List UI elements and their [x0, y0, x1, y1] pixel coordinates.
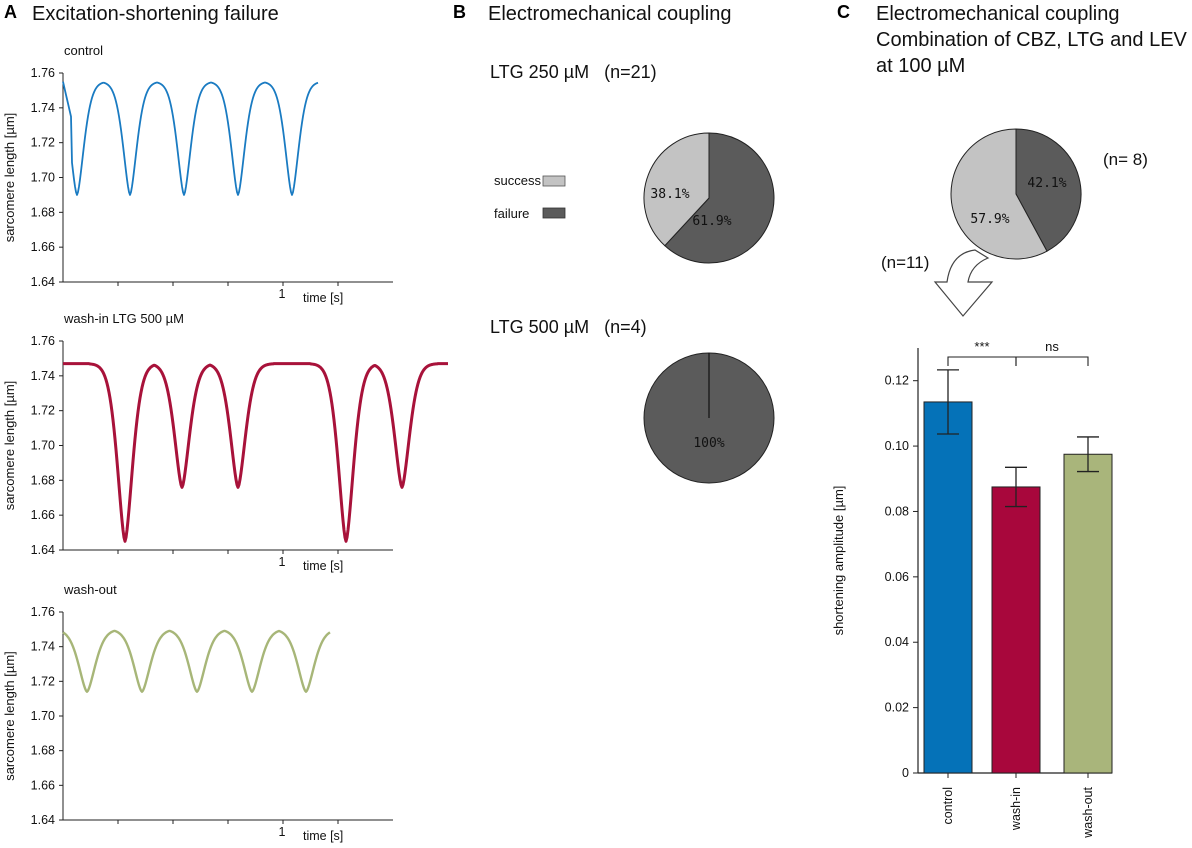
bar-y-tick-label: 0.08: [885, 504, 909, 518]
pie-ltg-500: 100%: [643, 352, 775, 484]
trace-line: [62, 629, 331, 693]
pie-slice-label-failure: 61.9%: [692, 214, 731, 229]
panel-a-title: Excitation-shortening failure: [32, 3, 279, 25]
bar-y-tick-label: 0: [902, 766, 909, 780]
pie-slice-success: [643, 132, 710, 247]
bar-y-tick-label: 0.10: [885, 439, 909, 453]
x-axis-label: time [s]: [303, 559, 343, 573]
pie-combination: 57.9% 42.1%: [950, 128, 1082, 260]
trace-name: wash-out: [63, 582, 117, 597]
legend-success-label: success: [494, 173, 541, 188]
y-tick-label: 1.72: [31, 404, 55, 418]
y-tick-label: 1.76: [31, 334, 55, 348]
y-tick-label: 1.70: [31, 439, 55, 453]
y-tick-label: 1.70: [31, 171, 55, 185]
pie-ltg-250: 38.1%61.9%: [643, 132, 775, 264]
y-axis-label: sarcomere length [µm]: [2, 113, 17, 243]
significance-bracket: [1015, 356, 1089, 366]
panel-a: A Excitation-shortening failure control 1…: [2, 2, 449, 843]
bar-control: [923, 401, 973, 774]
y-tick-label: 1.72: [31, 136, 55, 150]
pie-slice-failure: [1015, 128, 1082, 252]
panel-b-title: Electromechanical coupling: [488, 3, 731, 25]
pie-slice-failure: [664, 132, 775, 264]
trace-line: [62, 81, 319, 196]
y-tick-label: 1.76: [31, 605, 55, 619]
panel-a-label: A: [4, 2, 17, 22]
bar-y-tick-label: 0.06: [885, 570, 909, 584]
pie-slice-success: [950, 128, 1048, 260]
error-bar-wash-out: [1077, 436, 1099, 473]
pie3-n-failure: (n= 8): [1103, 150, 1148, 169]
pie-slice-label-success: 38.1%: [650, 187, 689, 202]
x-axis-label: time [s]: [303, 829, 343, 843]
y-tick-label: 1.66: [31, 240, 55, 254]
scale-value: 1: [279, 555, 286, 569]
panel-c-label: C: [837, 2, 850, 22]
bar-y-tick-label: 0.12: [885, 374, 909, 388]
bar-wash-in: [991, 486, 1041, 774]
pie2-n: (n=4): [604, 317, 647, 337]
pie1-n: (n=21): [604, 62, 657, 82]
y-tick-label: 1.68: [31, 473, 55, 487]
legend-failure-label: failure: [494, 206, 529, 221]
scale-value: 1: [279, 287, 286, 301]
legend-failure-swatch: [542, 207, 566, 219]
pie-slice-label-success: 57.9%: [970, 212, 1009, 227]
bar-y-axis-label: shortening amplitude [µm]: [831, 486, 846, 636]
y-axis-label: sarcomere length [µm]: [2, 381, 17, 511]
y-tick-label: 1.66: [31, 778, 55, 792]
y-tick-label: 1.64: [31, 275, 55, 289]
error-bar-wash-in: [1005, 466, 1027, 508]
y-tick-label: 1.74: [31, 369, 55, 383]
y-tick-label: 1.64: [31, 543, 55, 557]
trace-name: wash-in LTG 500 µM: [63, 311, 184, 326]
y-tick-label: 1.72: [31, 674, 55, 688]
y-tick-label: 1.76: [31, 66, 55, 80]
trace-panel-2: wash-in LTG 500 µM 1.76 1.74 1.72 1.70 1.68 1.…: [2, 311, 449, 573]
y-tick-label: 1.64: [31, 813, 55, 827]
bar-category-label: wash-out: [1081, 786, 1095, 838]
pie2-title-text: LTG 500 µM: [490, 317, 589, 337]
y-tick-label: 1.68: [31, 744, 55, 758]
bar-category-label: control: [941, 787, 955, 825]
panel-b-label: B: [453, 2, 466, 22]
trace-panel-3: wash-out 1.76 1.74 1.72 1.70 1.68 1.66 1.64 1 tim…: [2, 582, 393, 843]
pie3-n-success: (n=11): [881, 253, 929, 272]
significance-label: ns: [1045, 339, 1059, 354]
trace-axes: control 1.76 1.74 1.72 1.70 1.68 1.66 1.64 1 time…: [2, 43, 449, 843]
panel-c-title-line3: at 100 µM: [876, 55, 965, 77]
x-axis-label: time [s]: [303, 291, 343, 305]
significance-bracket: [947, 356, 1017, 366]
legend-success-swatch: [542, 175, 566, 187]
bar-chart: 0.12 0.10 0.08 0.06 0.04 0.02 0 shortening ampl…: [831, 339, 1113, 839]
panel-c-title-line2: Combination of CBZ, LTG and LEV: [876, 29, 1188, 51]
y-axis-label: sarcomere length [µm]: [2, 651, 17, 781]
scale-value: 1: [279, 825, 286, 839]
panel-b: B Electromechanical coupling LTG 250 µM …: [453, 2, 775, 484]
pie1-title: LTG 250 µM (n=21): [490, 62, 657, 82]
trace-panel-1: control 1.76 1.74 1.72 1.70 1.68 1.66 1.64 1 time…: [2, 43, 393, 305]
bar-y-tick-label: 0.04: [885, 635, 909, 649]
y-tick-label: 1.74: [31, 101, 55, 115]
y-tick-label: 1.74: [31, 640, 55, 654]
pie-slice-label: 100%: [693, 436, 724, 451]
y-tick-label: 1.68: [31, 205, 55, 219]
arrow-icon: [933, 249, 994, 317]
pie2-title: LTG 500 µM (n=4): [490, 317, 647, 337]
y-tick-label: 1.66: [31, 508, 55, 522]
pie1-title-text: LTG 250 µM: [490, 62, 589, 82]
error-bar-control: [937, 369, 959, 435]
significance-label: ***: [974, 339, 989, 354]
bar-y-tick-label: 0.02: [885, 701, 909, 715]
panel-c: C Electromechanical coupling Combination…: [831, 2, 1188, 839]
trace-name: control: [64, 43, 103, 58]
pie-slice-label-failure: 42.1%: [1027, 176, 1066, 191]
panel-c-title-line1: Electromechanical coupling: [876, 3, 1119, 25]
trace-line: [62, 362, 449, 543]
y-tick-label: 1.70: [31, 709, 55, 723]
bar-category-label: wash-in: [1009, 787, 1023, 831]
bar-wash-out: [1063, 453, 1113, 774]
